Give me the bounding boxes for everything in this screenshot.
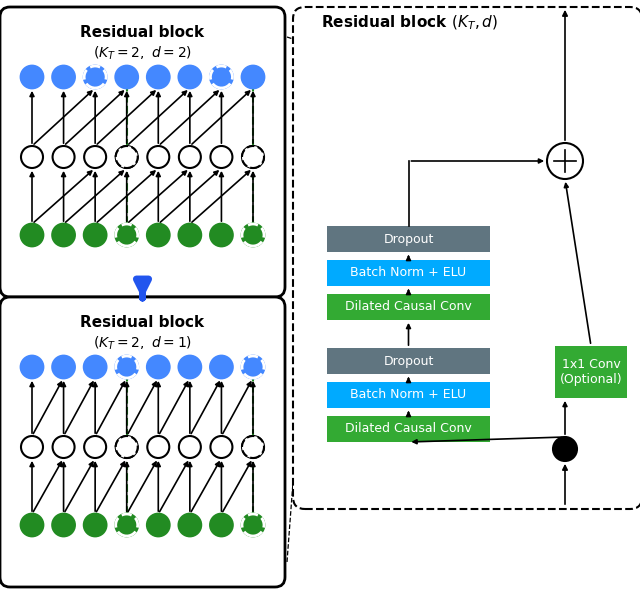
Circle shape <box>147 66 170 88</box>
Text: Batch Norm + ELU: Batch Norm + ELU <box>351 266 467 279</box>
Circle shape <box>179 356 201 378</box>
Circle shape <box>547 143 583 179</box>
Circle shape <box>116 66 138 88</box>
Circle shape <box>147 146 170 168</box>
Circle shape <box>211 66 232 88</box>
Circle shape <box>179 66 201 88</box>
Circle shape <box>52 224 75 246</box>
Circle shape <box>21 436 43 458</box>
Circle shape <box>179 514 201 536</box>
Circle shape <box>147 514 170 536</box>
FancyBboxPatch shape <box>327 348 490 374</box>
FancyBboxPatch shape <box>327 260 490 286</box>
Circle shape <box>84 66 106 88</box>
Circle shape <box>52 514 75 536</box>
Circle shape <box>21 514 43 536</box>
Circle shape <box>21 146 43 168</box>
Circle shape <box>211 224 232 246</box>
Circle shape <box>242 146 264 168</box>
Circle shape <box>21 356 43 378</box>
Circle shape <box>116 514 138 536</box>
FancyBboxPatch shape <box>293 7 640 509</box>
Circle shape <box>116 356 138 378</box>
Circle shape <box>116 514 138 536</box>
Circle shape <box>242 224 264 246</box>
Circle shape <box>242 514 264 536</box>
Text: Dropout: Dropout <box>383 355 434 368</box>
Circle shape <box>116 436 138 458</box>
Circle shape <box>242 356 264 378</box>
Text: 1x1 Conv
(Optional): 1x1 Conv (Optional) <box>560 358 622 386</box>
Circle shape <box>211 436 232 458</box>
Circle shape <box>242 514 264 536</box>
Circle shape <box>21 66 43 88</box>
Circle shape <box>147 436 170 458</box>
Circle shape <box>147 224 170 246</box>
Text: Batch Norm + ELU: Batch Norm + ELU <box>351 388 467 401</box>
FancyBboxPatch shape <box>555 346 627 398</box>
Circle shape <box>84 436 106 458</box>
Circle shape <box>52 356 75 378</box>
Circle shape <box>242 436 264 458</box>
FancyBboxPatch shape <box>327 382 490 408</box>
Circle shape <box>116 224 138 246</box>
Circle shape <box>147 356 170 378</box>
Circle shape <box>84 514 106 536</box>
FancyBboxPatch shape <box>327 416 490 442</box>
Circle shape <box>242 356 264 378</box>
Text: Dropout: Dropout <box>383 233 434 246</box>
Text: Residual block $(K_T, d)$: Residual block $(K_T, d)$ <box>321 14 498 33</box>
Circle shape <box>179 146 201 168</box>
Text: $(K_T = 2,\ d = 1)$: $(K_T = 2,\ d = 1)$ <box>93 335 192 352</box>
Circle shape <box>116 436 138 458</box>
FancyBboxPatch shape <box>327 294 490 320</box>
Circle shape <box>84 224 106 246</box>
Circle shape <box>179 224 201 246</box>
Circle shape <box>21 224 43 246</box>
FancyBboxPatch shape <box>327 226 490 252</box>
Circle shape <box>84 66 106 88</box>
Circle shape <box>116 224 138 246</box>
FancyBboxPatch shape <box>0 297 285 587</box>
FancyBboxPatch shape <box>0 7 285 297</box>
Circle shape <box>52 436 75 458</box>
Circle shape <box>242 224 264 246</box>
Text: Dilated Causal Conv: Dilated Causal Conv <box>345 301 472 314</box>
Circle shape <box>211 514 232 536</box>
Circle shape <box>211 146 232 168</box>
Circle shape <box>116 146 138 168</box>
Circle shape <box>242 146 264 168</box>
Circle shape <box>84 146 106 168</box>
Circle shape <box>52 66 75 88</box>
Circle shape <box>242 66 264 88</box>
Circle shape <box>84 356 106 378</box>
Text: Residual block: Residual block <box>81 315 205 330</box>
Circle shape <box>116 356 138 378</box>
Circle shape <box>179 436 201 458</box>
Circle shape <box>52 146 75 168</box>
Circle shape <box>116 146 138 168</box>
Circle shape <box>211 356 232 378</box>
Circle shape <box>211 66 232 88</box>
Text: $(K_T = 2,\ d = 2)$: $(K_T = 2,\ d = 2)$ <box>93 45 192 62</box>
Circle shape <box>553 437 577 461</box>
Text: Residual block: Residual block <box>81 25 205 40</box>
Text: Dilated Causal Conv: Dilated Causal Conv <box>345 423 472 436</box>
Circle shape <box>242 436 264 458</box>
